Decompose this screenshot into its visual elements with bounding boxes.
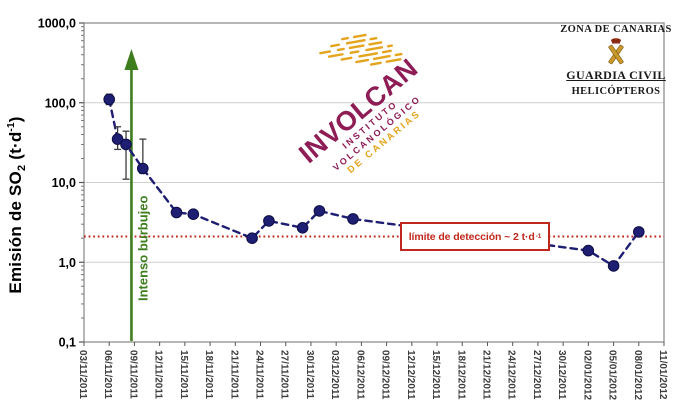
- x-tick-label: 05/01/2012: [607, 350, 618, 400]
- guardia-civil-block: ZONA DE CANARIAS GUARDIA CIVIL HELICÓPTE…: [549, 24, 683, 97]
- x-tick-label: 15/12/2011: [430, 350, 441, 400]
- data-point: [263, 215, 275, 227]
- x-tick-label: 06/11/2011: [102, 350, 113, 399]
- y-axis-title-subscript: 2: [16, 164, 29, 172]
- y-tick-label: 1,0: [59, 256, 76, 270]
- data-point: [137, 162, 149, 175]
- data-point: [347, 213, 359, 225]
- y-tick-label: 10,0: [52, 176, 76, 190]
- y-axis-title: Emisión de SO2 (t·d-1): [6, 116, 28, 293]
- x-tick-label: 18/11/2011: [203, 350, 214, 399]
- x-tick-label: 02/01/2012: [581, 350, 592, 400]
- y-tick-label: 0,1: [59, 336, 76, 350]
- x-tick-label: 27/12/2011: [531, 350, 542, 400]
- guardia-civil-text: GUARDIA CIVIL: [566, 68, 666, 82]
- x-tick-label: 11/01/2012: [657, 350, 668, 400]
- x-tick-label: 09/11/2011: [127, 350, 138, 399]
- data-point: [246, 232, 258, 244]
- x-tick-label: 03/12/2011: [329, 350, 340, 400]
- event-arrow-label: Intenso burbujeo: [135, 196, 150, 302]
- x-tick-label: 27/11/2011: [279, 350, 290, 399]
- data-point: [103, 93, 115, 106]
- x-tick-label: 15/11/2011: [178, 350, 189, 399]
- y-axis-title-unit: (t·d: [5, 131, 25, 165]
- zona-de-canarias-text: ZONA DE CANARIAS: [560, 24, 672, 35]
- x-tick-label: 24/12/2011: [506, 350, 517, 400]
- data-point: [313, 205, 326, 217]
- data-point: [170, 206, 183, 219]
- detection-limit-superscript: -1: [535, 233, 542, 240]
- y-tick-label: 100,0: [45, 96, 76, 110]
- x-tick-label: 18/12/2011: [455, 350, 466, 400]
- x-tick-label: 24/11/2011: [254, 350, 265, 399]
- data-point: [111, 133, 124, 145]
- y-axis-title-text: Emisión de SO: [5, 171, 25, 294]
- x-tick-label: 12/12/2011: [405, 350, 416, 400]
- x-tick-label: 12/11/2011: [153, 350, 164, 399]
- x-tick-label: 09/12/2011: [380, 350, 391, 400]
- data-point: [607, 260, 620, 272]
- detection-limit-label: límite de detección ~ 2 t·d -1: [400, 222, 550, 251]
- x-tick-label: 06/12/2011: [354, 350, 365, 400]
- x-tick-label: 03/11/2011: [77, 350, 88, 399]
- x-tick-label: 21/11/2011: [228, 350, 239, 399]
- data-point: [120, 138, 132, 151]
- y-axis-title-superscript: -1: [6, 122, 18, 132]
- detection-limit-text: límite de detección ~ 2 t·d: [408, 230, 535, 243]
- data-point: [633, 226, 645, 238]
- helicopteros-text: HELICÓPTEROS: [571, 86, 661, 97]
- x-tick-label: 30/11/2011: [304, 350, 315, 399]
- x-tick-label: 08/01/2012: [632, 350, 643, 400]
- event-arrow-head: [124, 49, 139, 70]
- x-tick-label: 21/12/2011: [480, 350, 491, 400]
- data-point: [187, 208, 200, 220]
- y-axis-title-close: ): [5, 116, 25, 123]
- data-point: [296, 222, 309, 234]
- y-tick-label: 1000,0: [38, 17, 76, 31]
- data-point: [582, 244, 595, 257]
- x-tick-label: 30/12/2011: [556, 350, 567, 400]
- guardia-civil-emblem-icon: [608, 38, 624, 65]
